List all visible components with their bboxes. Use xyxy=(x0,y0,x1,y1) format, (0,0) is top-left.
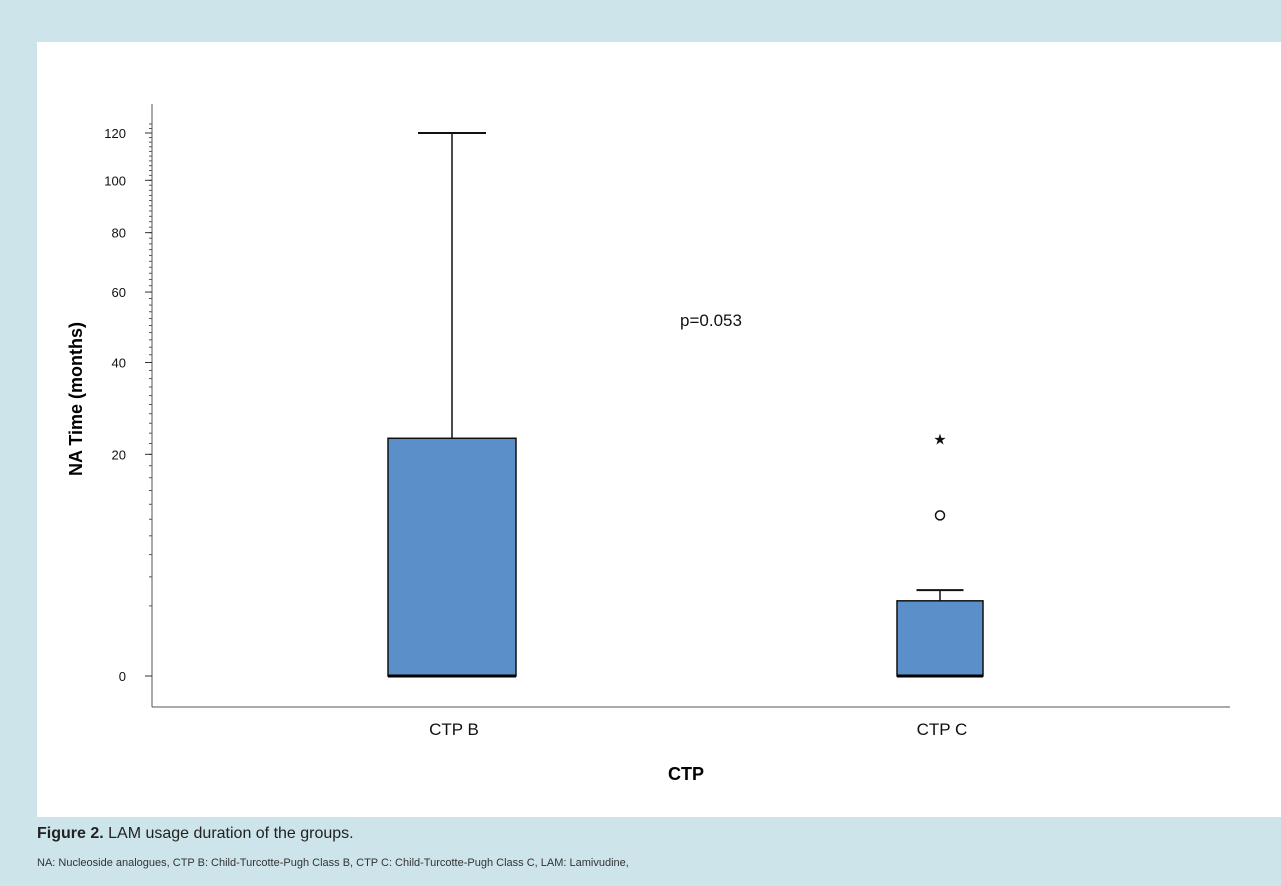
y-tick-label: 20 xyxy=(112,447,126,462)
x-category-label: CTP B xyxy=(429,720,479,739)
plot-panel: 0 20 40 60 80 100 120 CTP B CTP C ★ NA Time (mo… xyxy=(37,42,1281,817)
y-tick-label: 100 xyxy=(104,173,126,188)
box-body xyxy=(387,437,517,677)
x-axis-title: CTP xyxy=(668,764,704,784)
figure-label: Figure 2. xyxy=(37,825,104,842)
box-ctp-b xyxy=(387,132,517,678)
outlier-marker xyxy=(934,510,946,521)
y-tick-label: 60 xyxy=(112,285,126,300)
box-body xyxy=(896,600,984,677)
box-series: ★ xyxy=(387,132,984,678)
boxplot-chart: 0 20 40 60 80 100 120 CTP B CTP C ★ NA Time (mo… xyxy=(66,104,1230,784)
y-tick-label: 0 xyxy=(119,669,126,684)
y-tick-label: 40 xyxy=(112,355,126,370)
p-value-annotation: p=0.053 xyxy=(680,311,742,330)
y-tick-label: 120 xyxy=(104,126,126,141)
y-axis: 0 20 40 60 80 100 120 xyxy=(104,104,153,707)
x-axis: CTP B CTP C xyxy=(152,706,1230,739)
box-ctp-c: ★ xyxy=(896,430,984,678)
figure-caption: Figure 2. LAM usage duration of the grou… xyxy=(37,825,354,843)
x-category-label: CTP C xyxy=(917,720,968,739)
figure-footnote: NA: Nucleoside analogues, CTP B: Child-T… xyxy=(37,857,629,869)
extreme-outlier-marker: ★ xyxy=(933,430,946,448)
y-axis-title: NA Time (months) xyxy=(66,322,86,476)
figure-caption-text: LAM usage duration of the groups. xyxy=(103,825,354,842)
y-tick-label: 80 xyxy=(112,226,126,241)
